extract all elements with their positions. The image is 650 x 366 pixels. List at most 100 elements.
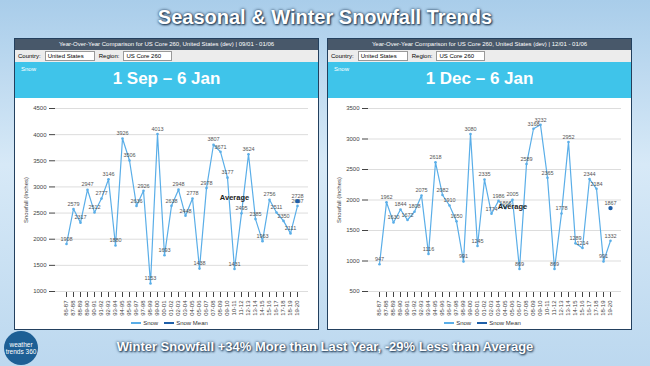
svg-text:3671: 3671 (214, 144, 226, 150)
svg-text:2579: 2579 (67, 201, 79, 207)
svg-text:93-94: 93-94 (112, 300, 118, 316)
svg-text:Snowfall (Inches): Snowfall (Inches) (336, 177, 342, 223)
svg-text:3500: 3500 (346, 105, 360, 111)
svg-text:869: 869 (550, 261, 559, 267)
svg-text:19-20: 19-20 (607, 300, 613, 316)
svg-text:2948: 2948 (172, 181, 184, 187)
svg-text:1963: 1963 (256, 233, 268, 239)
svg-text:03-04: 03-04 (495, 300, 501, 316)
svg-text:09-10: 09-10 (224, 300, 230, 316)
svg-text:08-09: 08-09 (217, 300, 223, 316)
svg-text:95-96: 95-96 (126, 300, 132, 316)
svg-text:Average: Average (220, 193, 249, 202)
svg-text:1962: 1962 (380, 194, 392, 200)
svg-text:3807: 3807 (207, 136, 219, 142)
svg-text:02-03: 02-03 (488, 300, 494, 316)
svg-text:04-05: 04-05 (189, 300, 195, 316)
svg-text:86-87: 86-87 (376, 300, 382, 316)
svg-text:14-15: 14-15 (259, 300, 265, 316)
svg-text:03-04: 03-04 (182, 300, 188, 316)
svg-text:1116: 1116 (423, 246, 434, 252)
svg-text:99-00: 99-00 (467, 300, 473, 316)
svg-text:2448: 2448 (179, 208, 191, 214)
svg-text:94-95: 94-95 (432, 300, 438, 316)
svg-text:991: 991 (459, 253, 468, 259)
svg-text:13-14: 13-14 (252, 300, 258, 316)
svg-text:1778: 1778 (555, 205, 567, 211)
svg-text:15-16: 15-16 (266, 300, 272, 316)
svg-text:88-89: 88-89 (77, 300, 83, 316)
svg-text:1867: 1867 (604, 200, 616, 206)
svg-text:12-13: 12-13 (245, 300, 251, 316)
svg-text:2005: 2005 (506, 191, 518, 197)
svg-text:4000: 4000 (33, 132, 47, 138)
svg-text:1431: 1431 (228, 261, 240, 267)
svg-text:06-07: 06-07 (203, 300, 209, 316)
svg-text:869: 869 (515, 261, 524, 267)
svg-text:96-97: 96-97 (133, 300, 139, 316)
svg-text:2075: 2075 (415, 187, 427, 193)
svg-text:1650: 1650 (450, 213, 462, 219)
svg-text:09-10: 09-10 (537, 300, 543, 316)
svg-text:2000: 2000 (346, 197, 360, 203)
svg-text:1000: 1000 (33, 288, 47, 294)
svg-text:1332: 1332 (604, 233, 616, 239)
svg-text:3000: 3000 (33, 184, 47, 190)
svg-text:2636: 2636 (130, 198, 142, 204)
svg-text:947: 947 (375, 256, 384, 262)
svg-text:1880: 1880 (109, 237, 121, 243)
svg-text:2500: 2500 (33, 210, 47, 216)
svg-text:2756: 2756 (263, 191, 275, 197)
svg-text:18-19: 18-19 (600, 300, 606, 316)
svg-text:2618: 2618 (429, 154, 441, 160)
svg-text:4500: 4500 (33, 105, 47, 111)
svg-text:2365: 2365 (541, 169, 553, 175)
svg-text:2638: 2638 (165, 198, 177, 204)
svg-text:3624: 3624 (242, 146, 254, 152)
svg-text:3506: 3506 (123, 152, 135, 158)
svg-text:86-87: 86-87 (63, 300, 69, 316)
svg-text:1693: 1693 (158, 247, 170, 253)
svg-text:07-08: 07-08 (210, 300, 216, 316)
svg-text:2495: 2495 (235, 205, 247, 211)
svg-text:98-99: 98-99 (460, 300, 466, 316)
svg-text:14-15: 14-15 (572, 300, 578, 316)
svg-text:1986: 1986 (492, 193, 504, 199)
svg-text:97-98: 97-98 (140, 300, 146, 316)
svg-text:97-98: 97-98 (453, 300, 459, 316)
svg-text:4013: 4013 (151, 126, 163, 132)
svg-text:10-11: 10-11 (544, 300, 550, 316)
svg-text:3500: 3500 (33, 158, 47, 164)
svg-text:13-14: 13-14 (565, 300, 571, 316)
svg-text:91-92: 91-92 (411, 300, 417, 316)
svg-text:1245: 1245 (471, 238, 483, 244)
svg-text:2978: 2978 (200, 180, 212, 186)
svg-text:Average: Average (498, 202, 527, 211)
svg-text:1844: 1844 (394, 201, 406, 207)
svg-text:2952: 2952 (562, 134, 574, 140)
svg-text:2728: 2728 (291, 193, 303, 199)
svg-text:2317: 2317 (74, 214, 86, 220)
svg-text:2335: 2335 (478, 171, 490, 177)
svg-text:3080: 3080 (464, 126, 476, 132)
svg-text:2111: 2111 (285, 225, 296, 231)
svg-text:07-08: 07-08 (523, 300, 529, 316)
svg-text:05-06: 05-06 (509, 300, 515, 316)
svg-text:1910: 1910 (443, 197, 455, 203)
svg-text:19-20: 19-20 (294, 300, 300, 316)
svg-text:89-90: 89-90 (397, 300, 403, 316)
svg-text:11-12: 11-12 (238, 300, 244, 316)
svg-text:2589: 2589 (520, 156, 532, 162)
svg-text:92-93: 92-93 (105, 300, 111, 316)
svg-text:1214: 1214 (576, 240, 588, 246)
svg-text:95-96: 95-96 (439, 300, 445, 316)
svg-text:1500: 1500 (33, 262, 47, 268)
svg-text:17-18: 17-18 (280, 300, 286, 316)
svg-text:3926: 3926 (116, 130, 128, 136)
svg-text:1908: 1908 (60, 236, 72, 242)
svg-text:89-90: 89-90 (84, 300, 90, 316)
svg-text:88-89: 88-89 (390, 300, 396, 316)
svg-text:1808: 1808 (408, 203, 420, 209)
svg-text:2512: 2512 (88, 204, 100, 210)
svg-text:2385: 2385 (249, 211, 261, 217)
